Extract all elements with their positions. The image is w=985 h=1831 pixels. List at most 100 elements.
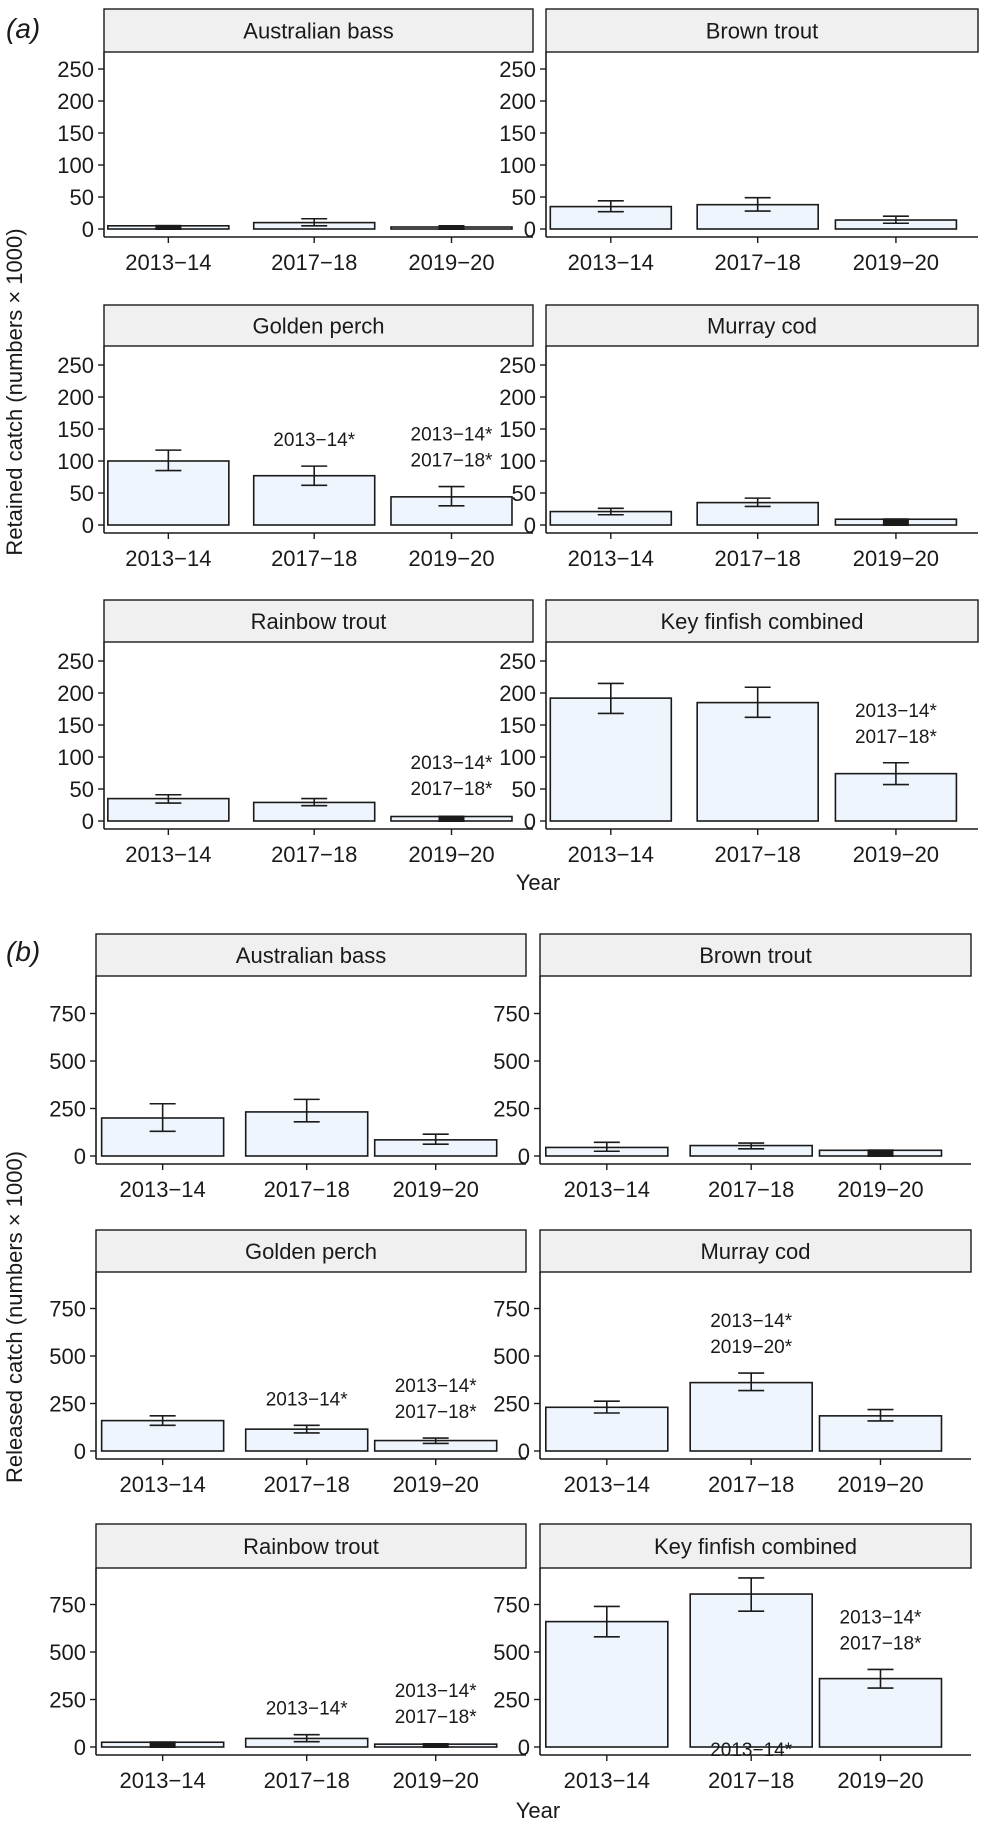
- x-tick-label: 2013−14: [120, 1472, 206, 1497]
- facet-panel: Key finfish combined 0 250 500 750 2013−14 201…: [493, 1523, 972, 1793]
- chart-part-a: (a) Retained catch (numbers × 1000) Year Au…: [2, 8, 979, 895]
- y-tick-label: 250: [49, 1392, 86, 1417]
- y-tick-label: 100: [57, 449, 94, 474]
- significance-annotation: 2017−18*: [855, 727, 937, 748]
- significance-annotation: 2013−14*: [411, 753, 493, 774]
- facet-title: Key finfish combined: [654, 1534, 857, 1559]
- x-tick-label: 2019−20: [393, 1768, 479, 1793]
- y-tick-label: 0: [74, 1439, 86, 1464]
- y-tick-label: 50: [70, 777, 94, 802]
- x-tick-label: 2013−14: [120, 1768, 206, 1793]
- y-tick-label: 100: [499, 745, 536, 770]
- y-tick-label: 100: [57, 153, 94, 178]
- bar: [689, 1381, 813, 1452]
- facet-panel: Murray cod 0 250 500 750 2013−14 2017−18 2013−1…: [493, 1229, 972, 1497]
- y-tick-label: 750: [49, 1297, 86, 1322]
- x-tick-label: 2013−14: [564, 1768, 650, 1793]
- y-tick-label: 500: [49, 1049, 86, 1074]
- facet-title: Brown trout: [699, 943, 812, 968]
- facet-panel: Key finfish combined 0 50 100 150 200 250 2013−…: [499, 599, 979, 867]
- facet-panel: Australian bass 0 250 500 750 2013−14 2017−18 2…: [49, 933, 527, 1202]
- y-tick-label: 0: [82, 809, 94, 834]
- x-tick-label: 2013−14: [125, 842, 211, 867]
- y-tick-label: 50: [70, 481, 94, 506]
- y-tick-label: 150: [57, 417, 94, 442]
- y-tick-label: 500: [49, 1344, 86, 1369]
- x-tick-label: 2017−18: [715, 250, 801, 275]
- x-tick-label: 2017−18: [264, 1768, 350, 1793]
- error-bar: [149, 1741, 176, 1748]
- x-tick-label: 2019−20: [408, 250, 494, 275]
- y-tick-label: 0: [518, 1735, 530, 1760]
- x-tick-label: 2017−18: [708, 1472, 794, 1497]
- x-axis-label: Year: [516, 870, 560, 895]
- error-bar: [867, 1149, 894, 1157]
- y-axis-label: Retained catch (numbers × 1000): [2, 228, 27, 555]
- facet-strip: [545, 8, 979, 53]
- facet-strip: [545, 599, 979, 643]
- y-tick-label: 250: [57, 57, 94, 82]
- y-tick-label: 250: [493, 1097, 530, 1122]
- facet-panel: Murray cod 0 50 100 150 200 250 2013−14 2017−18 2…: [499, 304, 979, 571]
- x-tick-label: 2013−14: [120, 1177, 206, 1202]
- y-tick-label: 150: [499, 417, 536, 442]
- facet-title: Australian bass: [236, 943, 386, 968]
- x-tick-label: 2017−18: [715, 842, 801, 867]
- bar: [545, 1620, 669, 1748]
- y-tick-label: 0: [524, 809, 536, 834]
- x-tick-label: 2019−20: [837, 1177, 923, 1202]
- significance-annotation: 2013−14*: [266, 1699, 348, 1720]
- y-tick-label: 200: [57, 681, 94, 706]
- facet-strip: [539, 1229, 972, 1273]
- y-tick-label: 200: [499, 681, 536, 706]
- error-bar: [155, 224, 182, 230]
- y-tick-label: 500: [493, 1049, 530, 1074]
- y-tick-label: 0: [518, 1144, 530, 1169]
- y-tick-label: 0: [524, 217, 536, 242]
- x-tick-label: 2017−18: [708, 1768, 794, 1793]
- y-tick-label: 0: [74, 1144, 86, 1169]
- y-tick-label: 150: [499, 713, 536, 738]
- facet-title: Key finfish combined: [661, 609, 864, 634]
- facet-strip: [95, 933, 527, 977]
- y-tick-label: 250: [499, 57, 536, 82]
- x-tick-label: 2017−18: [708, 1177, 794, 1202]
- x-tick-label: 2019−20: [408, 546, 494, 571]
- facet-panel: Golden perch 0 250 500 750 2013−14 2017−18 2013…: [49, 1229, 527, 1497]
- facet-title: Golden perch: [252, 314, 384, 339]
- y-tick-label: 0: [524, 513, 536, 538]
- y-tick-label: 750: [49, 1593, 86, 1618]
- y-tick-label: 250: [499, 353, 536, 378]
- x-tick-label: 2017−18: [715, 546, 801, 571]
- error-bar: [422, 1743, 449, 1748]
- x-tick-label: 2013−14: [564, 1177, 650, 1202]
- x-tick-label: 2013−14: [568, 546, 654, 571]
- x-tick-label: 2017−18: [271, 842, 357, 867]
- x-tick-label: 2019−20: [837, 1472, 923, 1497]
- facet-title: Murray cod: [700, 1239, 810, 1264]
- facet-title: Rainbow trout: [251, 609, 387, 634]
- facet-title: Golden perch: [245, 1239, 377, 1264]
- y-tick-label: 250: [49, 1688, 86, 1713]
- y-tick-label: 200: [499, 385, 536, 410]
- significance-annotation: 2013−14*: [395, 1681, 477, 1702]
- facet-panel: Rainbow trout 0 250 500 750 2013−14 2017−18 201…: [49, 1523, 527, 1793]
- x-tick-label: 2013−14: [568, 842, 654, 867]
- facet-title: Australian bass: [243, 19, 393, 44]
- x-tick-label: 2017−18: [271, 250, 357, 275]
- y-tick-label: 50: [512, 777, 536, 802]
- x-tick-label: 2019−20: [853, 250, 939, 275]
- y-tick-label: 50: [512, 481, 536, 506]
- facet-strip: [103, 8, 534, 53]
- y-tick-label: 200: [499, 89, 536, 114]
- facet-title: Murray cod: [707, 314, 817, 339]
- facet-panel: Brown trout 0 50 100 150 200 250 2013−14 2017−18…: [499, 8, 979, 275]
- y-tick-label: 750: [493, 1297, 530, 1322]
- significance-annotation: 2013−14*: [411, 425, 493, 446]
- x-tick-label: 2019−20: [393, 1472, 479, 1497]
- significance-annotation: 2017−18*: [840, 1633, 922, 1654]
- y-tick-label: 100: [499, 449, 536, 474]
- y-tick-label: 150: [57, 121, 94, 146]
- significance-annotation: 2013−14*: [273, 430, 355, 451]
- bar: [107, 460, 230, 526]
